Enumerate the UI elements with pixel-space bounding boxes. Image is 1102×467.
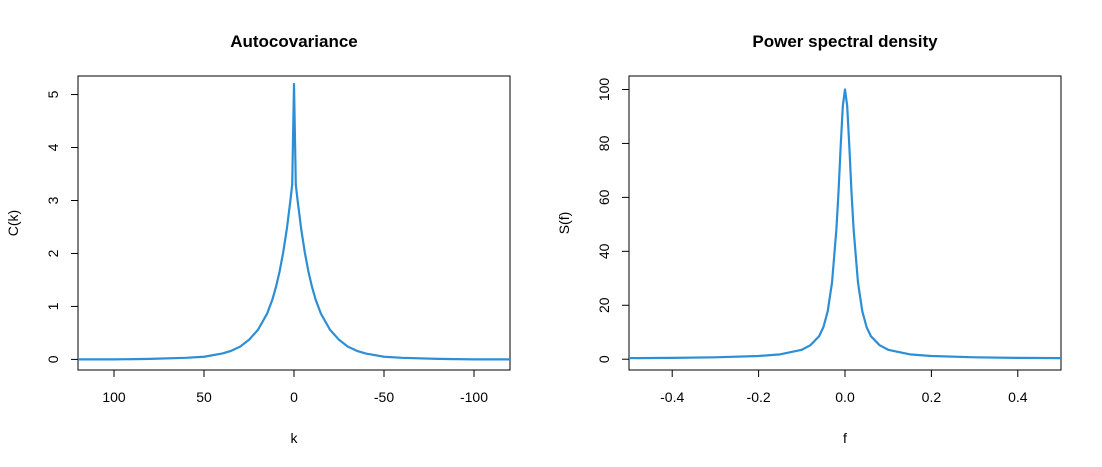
autocovariance-y-tick-label: 0 (45, 355, 61, 363)
autocovariance-x-label: k (291, 430, 299, 446)
autocovariance-y-label: C(k) (5, 210, 21, 236)
psd-y-tick-label: 40 (596, 243, 612, 259)
autocovariance-x-axis: 100 50 0 -50 -100 (102, 370, 488, 405)
autocovariance-series-line (78, 82, 510, 361)
autocovariance-y-tick-label: 1 (45, 302, 61, 310)
autocovariance-x-tick-label: 50 (196, 389, 212, 405)
psd-x-tick-label: -0.2 (747, 389, 771, 405)
psd-y-tick-label: 0 (596, 355, 612, 363)
autocovariance-y-tick-label: 2 (45, 249, 61, 257)
autocovariance-y-tick-label: 3 (45, 196, 61, 204)
psd-y-tick-label: 100 (596, 78, 612, 102)
psd-x-tick-label: 0.0 (835, 389, 855, 405)
psd-x-label: f (843, 430, 847, 446)
autocovariance-y-axis: 0 1 2 3 4 5 (45, 90, 78, 363)
psd-y-tick-label: 80 (596, 135, 612, 151)
psd-y-tick-label: 20 (596, 297, 612, 313)
psd-x-tick-label: 0.2 (922, 389, 942, 405)
autocovariance-y-tick-label: 5 (45, 90, 61, 98)
psd-panel: Power spectral density -0.4 -0.2 0.0 0.2 0.4… (556, 32, 1062, 446)
psd-title: Power spectral density (752, 32, 938, 51)
psd-series-line (628, 88, 1062, 360)
autocovariance-y-tick-label: 4 (45, 143, 61, 151)
autocovariance-title: Autocovariance (230, 32, 358, 51)
psd-x-axis: -0.4 -0.2 0.0 0.2 0.4 (660, 370, 1028, 405)
autocovariance-series (78, 82, 510, 361)
psd-x-tick-label: 0.4 (1008, 389, 1028, 405)
psd-y-tick-label: 60 (596, 189, 612, 205)
psd-x-tick-label: -0.4 (660, 389, 684, 405)
psd-plot-frame (628, 75, 1062, 371)
psd-y-axis: 0 20 40 60 80 100 (596, 78, 629, 363)
psd-y-label: S(f) (556, 212, 572, 235)
autocovariance-x-tick-label: 0 (290, 389, 298, 405)
autocovariance-panel: Autocovariance 100 50 0 -50 -100 0 1 2 3 4 5 k C(… (5, 32, 511, 446)
autocovariance-x-tick-label: -100 (460, 389, 488, 405)
psd-series (628, 88, 1062, 360)
autocovariance-x-tick-label: 100 (102, 389, 126, 405)
autocovariance-x-tick-label: -50 (374, 389, 394, 405)
